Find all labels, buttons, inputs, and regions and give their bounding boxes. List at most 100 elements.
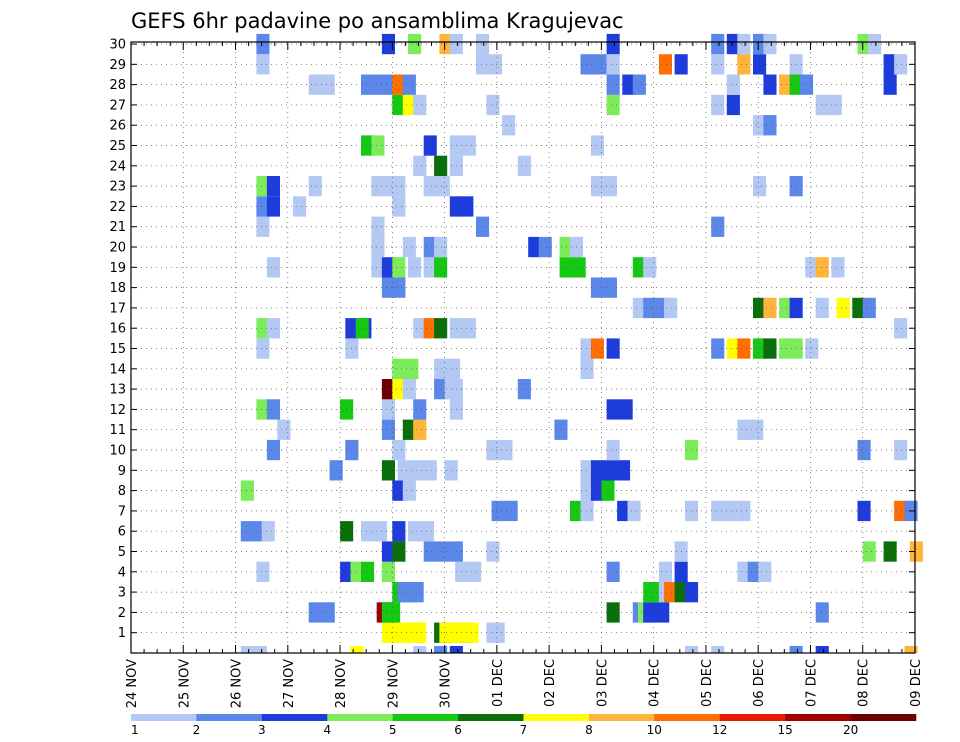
heatmap-cell <box>240 521 267 542</box>
heatmap-cell <box>758 561 772 582</box>
heatmap-cell <box>397 582 424 603</box>
colorbar-label: 20 <box>843 723 858 737</box>
heatmap-cell <box>606 399 633 420</box>
y-tick-label: 1 <box>118 626 126 641</box>
heatmap-cell <box>423 318 437 339</box>
x-tick-label: 06 DEC <box>752 659 767 707</box>
heatmap-cell <box>606 602 620 623</box>
heatmap-cell <box>256 216 270 237</box>
heatmap-cell <box>580 358 594 379</box>
heatmap-cell <box>737 419 764 440</box>
y-tick-label: 17 <box>109 301 126 316</box>
x-tick-label: 03 DEC <box>595 659 610 707</box>
heatmap-cell <box>711 338 725 359</box>
heatmap-cell <box>737 500 751 522</box>
heatmap-cell <box>256 338 270 359</box>
heatmap-cell <box>894 318 908 339</box>
heatmap-cell <box>361 74 388 95</box>
heatmap-cell <box>643 257 657 278</box>
heatmap-cell <box>590 135 604 156</box>
heatmap-cell <box>590 176 617 197</box>
heatmap-cell <box>392 277 406 298</box>
heatmap-cell <box>413 155 427 176</box>
heatmap-cell <box>528 236 542 258</box>
heatmap-cell <box>815 297 829 319</box>
heatmap-cell <box>256 399 270 420</box>
heatmap-cell <box>240 646 267 653</box>
y-tick-label: 14 <box>109 362 126 377</box>
heatmap-cell <box>763 297 777 319</box>
colorbar-label: 4 <box>323 723 331 737</box>
heatmap-cell <box>392 480 406 501</box>
y-tick-label: 20 <box>109 241 126 256</box>
heatmap-cell <box>538 236 552 258</box>
heatmap-cell <box>434 236 448 258</box>
heatmap-cell <box>815 646 829 653</box>
heatmap-cell <box>308 176 322 197</box>
heatmap-cell <box>857 500 871 522</box>
heatmap-cell <box>240 480 254 501</box>
heatmap-cell <box>381 419 395 440</box>
x-tick-label: 07 DEC <box>805 659 820 707</box>
heatmap-cell <box>413 646 427 653</box>
heatmap-cell <box>408 33 422 55</box>
heatmap-cell <box>371 135 385 156</box>
y-tick-label: 7 <box>118 504 126 519</box>
colorbar-label: 8 <box>585 723 593 737</box>
heatmap-cell <box>606 74 620 95</box>
y-tick-label: 5 <box>118 545 126 560</box>
heatmap-cell <box>606 439 620 461</box>
heatmap-cell <box>381 460 395 481</box>
heatmap-cell <box>381 541 395 562</box>
heatmap-cell <box>449 646 463 653</box>
x-tick-label: 24 NOV <box>125 659 140 708</box>
heatmap-cell <box>397 460 437 481</box>
heatmap-cell <box>664 297 678 319</box>
y-tick-label: 19 <box>109 261 126 276</box>
heatmap-cell <box>852 297 866 319</box>
colorbar-swatch <box>196 714 263 721</box>
heatmap-cell <box>371 257 385 278</box>
heatmap-cell <box>381 399 395 420</box>
heatmap-cell <box>857 33 871 55</box>
heatmap-cell <box>392 439 406 461</box>
colorbar-label: 10 <box>647 723 662 737</box>
heatmap-cell <box>779 74 793 95</box>
heatmap-cell <box>580 460 594 481</box>
x-tick-label: 04 DEC <box>648 659 663 707</box>
heatmap-cell <box>737 338 751 359</box>
heatmap-cell <box>350 561 364 582</box>
heatmap-cell <box>909 541 923 562</box>
y-tick-label: 10 <box>109 444 126 459</box>
heatmap-cell <box>763 338 777 359</box>
heatmap-cell <box>402 419 416 440</box>
heatmap-cell <box>449 135 476 156</box>
x-tick-label: 08 DEC <box>857 659 872 707</box>
heatmap-cell <box>559 257 586 278</box>
heatmap-cell <box>434 646 448 653</box>
x-tick-label: 27 NOV <box>282 659 297 708</box>
heatmap-cell <box>606 94 620 116</box>
heatmap-cell <box>392 196 406 217</box>
heatmap-cell <box>413 318 427 339</box>
colorbar-label: 3 <box>258 723 266 737</box>
heatmap-cell <box>632 297 646 319</box>
colorbar-swatch <box>131 714 197 721</box>
heatmap-cell <box>486 94 500 116</box>
heatmap-cell <box>606 338 620 359</box>
heatmap-cell <box>423 236 437 258</box>
heatmap-cell <box>371 216 385 237</box>
heatmap-cell <box>789 646 803 653</box>
heatmap-cell <box>392 176 406 197</box>
heatmap-cell <box>256 196 270 217</box>
heatmap-cell <box>402 379 416 400</box>
heatmap-cell <box>381 277 395 298</box>
heatmap-cell <box>476 33 490 55</box>
colorbar-label: 12 <box>712 723 727 737</box>
heatmap-cell <box>361 521 388 542</box>
heatmap-cell <box>753 297 767 319</box>
colorbar-label: 2 <box>193 723 201 737</box>
heatmap-cell <box>904 646 918 653</box>
heatmap-cell <box>883 74 897 95</box>
heatmap-cell <box>753 33 767 55</box>
